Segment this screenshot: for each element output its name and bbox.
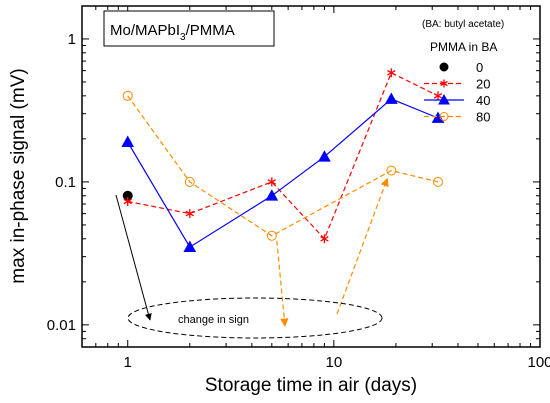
- data-point-40: [384, 92, 398, 104]
- x-tick-label: 100: [527, 354, 550, 371]
- annotation-arrow-orange-down: [276, 240, 289, 327]
- legend-marker-20: [440, 79, 448, 88]
- chart-title-rest: /PMMA: [186, 22, 235, 39]
- title-box: [103, 10, 275, 47]
- legend-marker-40: [438, 93, 450, 105]
- data-point-40: [183, 240, 197, 252]
- legend-marker-80: [439, 112, 449, 121]
- legend-label-0: 0: [476, 60, 483, 75]
- x-tick-label: 10: [326, 354, 343, 371]
- legend-label-20: 20: [476, 77, 490, 92]
- data-point-20: [387, 68, 396, 78]
- annotation-arrow-black: [115, 194, 152, 321]
- y-axis-label: max in-phase signal (mV): [8, 68, 29, 283]
- annotation-text: change in sign: [178, 314, 249, 326]
- legend-title: PMMA in BA: [430, 40, 497, 54]
- data-point-80: [432, 176, 443, 187]
- series-line-80: [127, 95, 439, 237]
- data-point-20: [267, 177, 277, 187]
- data-point-20: [433, 91, 443, 101]
- data-point-40: [318, 150, 331, 162]
- series-line-20: [127, 71, 439, 240]
- data-point-40: [121, 135, 135, 147]
- data-point-40: [265, 189, 279, 201]
- data-point-40: [431, 111, 445, 123]
- series-line-40: [127, 98, 439, 248]
- data-point-20: [185, 209, 195, 219]
- chart-title: Mo/MAPbI3/PMMA: [110, 22, 235, 43]
- change-in-sign-ellipse: [127, 297, 383, 339]
- tick-marks: [81, 6, 541, 348]
- data-point-20: [320, 234, 329, 244]
- chart-title-subscript: 3: [180, 32, 186, 43]
- plot-frame: [81, 5, 541, 348]
- chart-note: (BA: butyl acetate): [422, 19, 504, 30]
- annotation-arrow-orange-up: [336, 177, 389, 315]
- legend-label-80: 80: [476, 110, 490, 125]
- chart-title-main: Mo/MAPbI: [110, 22, 180, 39]
- y-tick-label: 0.01: [47, 317, 76, 334]
- data-point-80: [266, 230, 277, 241]
- legend-marker-0: [439, 62, 449, 72]
- y-tick-label: 0.1: [55, 174, 76, 191]
- data-point-20: [123, 196, 132, 206]
- y-tick-label: 1: [68, 31, 76, 48]
- data-point-80: [386, 165, 397, 176]
- legend-label-40: 40: [476, 93, 490, 108]
- data-point-80: [122, 90, 133, 101]
- series-lines: [127, 71, 439, 327]
- x-axis-label: Storage time in air (days): [205, 375, 417, 396]
- x-tick-label: 1: [124, 354, 132, 371]
- data-point-80: [184, 176, 195, 187]
- series-markers: [121, 68, 445, 252]
